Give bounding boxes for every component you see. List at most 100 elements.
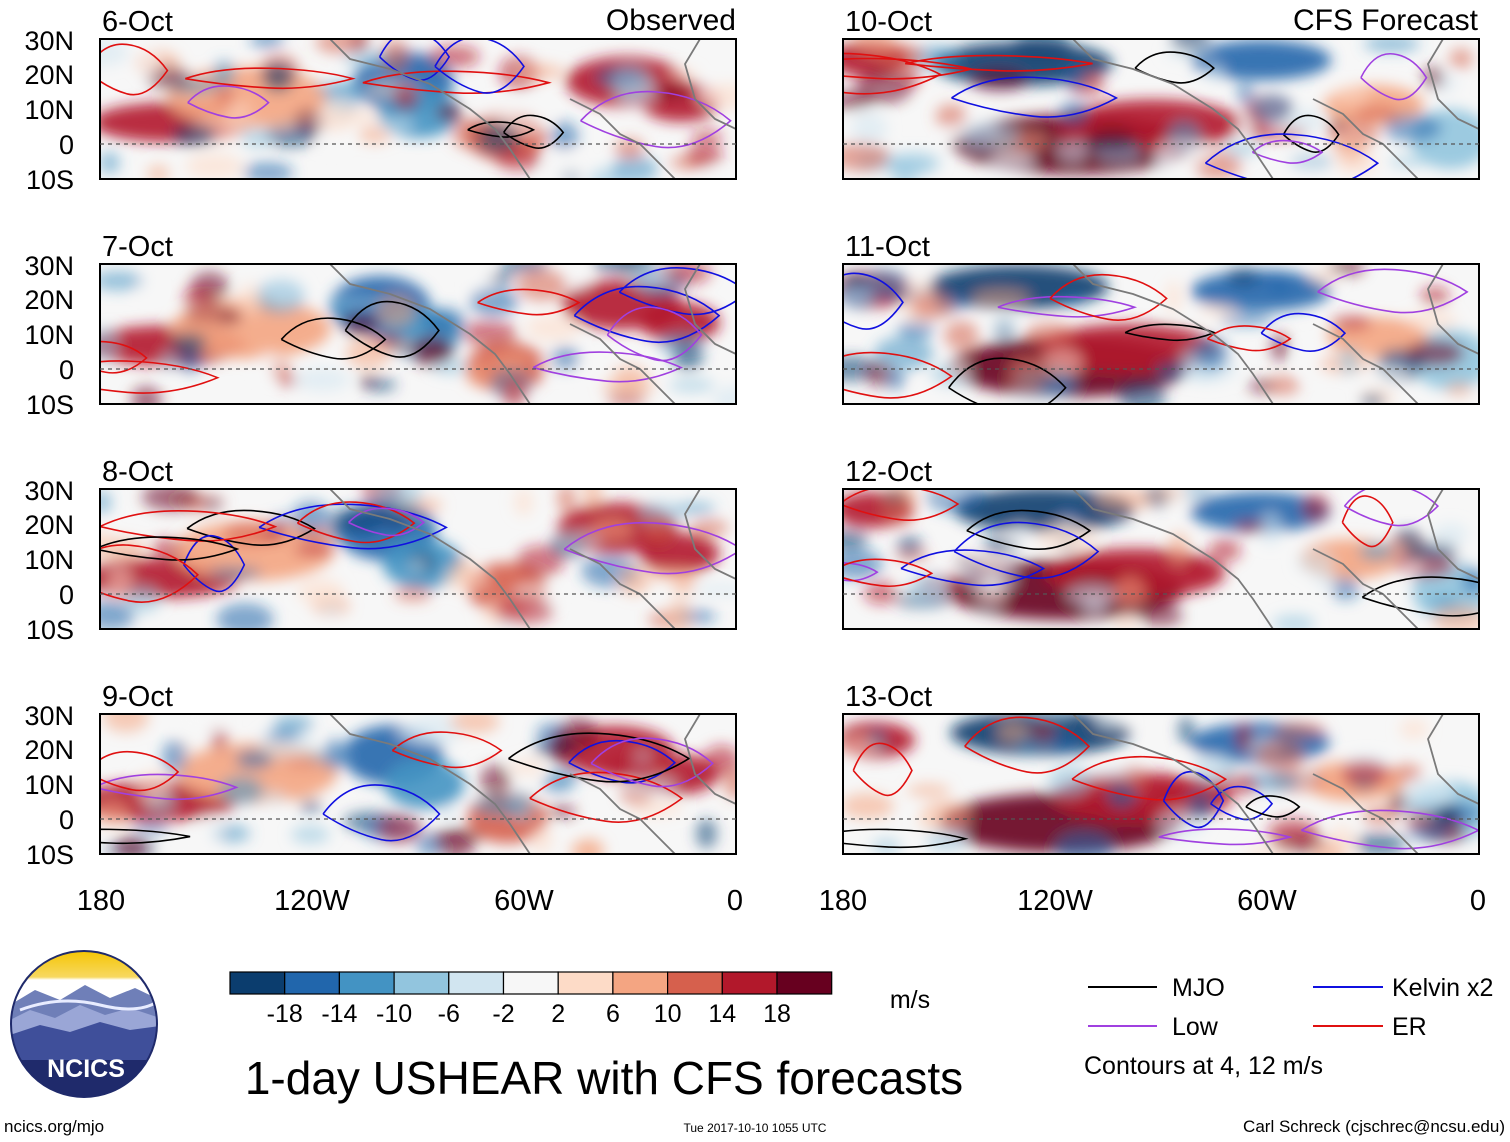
figure-title: 1-day USHEAR with CFS forecasts	[245, 1052, 963, 1104]
lon-label: 0	[1470, 885, 1486, 917]
colorbar-tick-label: -6	[438, 1000, 460, 1028]
panel-frame	[99, 713, 737, 855]
panel-frame	[842, 263, 1480, 405]
legend-low-label: Low	[1172, 1013, 1219, 1041]
colorbar-swatch	[557, 971, 614, 995]
panel-date: 11-Oct	[845, 231, 930, 263]
lon-label: 60W	[494, 885, 554, 917]
colorbar-swatch	[612, 971, 669, 995]
colorbar-tick-label: -14	[321, 1000, 357, 1028]
panel-9-oct: 9-Oct	[99, 681, 737, 855]
lat-label: 30N	[24, 251, 74, 281]
lat-label: 10N	[24, 545, 74, 575]
colorbar-swatch	[721, 971, 778, 995]
panel-11-oct: 11-Oct	[842, 231, 1480, 405]
legend-note: Contours at 4, 12 m/s	[1084, 1052, 1323, 1080]
colorbar-tick-label: -10	[376, 1000, 412, 1028]
panel-date: 6-Oct	[102, 6, 173, 38]
lat-label: 20N	[24, 60, 74, 90]
panel-frame	[842, 713, 1480, 855]
colorbar-swatch	[393, 971, 450, 995]
colorbar-swatch	[666, 971, 723, 995]
footer-credit: Carl Schreck (cjschrec@ncsu.edu)	[1243, 1117, 1505, 1136]
colorbar-tick-label: -2	[492, 1000, 514, 1028]
shear-field	[100, 714, 736, 854]
logo-text: NCICS	[47, 1055, 125, 1083]
panel-frame	[842, 488, 1480, 630]
lon-label: 0	[727, 885, 743, 917]
panel-frame	[99, 38, 737, 180]
panel-10-oct: 10-Oct	[842, 6, 1480, 180]
colorbar-units: m/s	[890, 986, 930, 1014]
shear-field	[843, 489, 1479, 629]
cfs-forecast-label: CFS Forecast	[1293, 4, 1479, 37]
panel-date: 9-Oct	[102, 681, 173, 713]
colorbar-tick-label: 10	[654, 1000, 682, 1028]
lat-axis-row-3: 30N 20N 10N 0 10S	[24, 476, 74, 645]
panel-12-oct: 12-Oct	[842, 456, 1480, 630]
ncics-logo: NCICS	[10, 950, 158, 1098]
lat-label: 10N	[24, 320, 74, 350]
legend-kelvin-label: Kelvin x2	[1392, 974, 1493, 1002]
panel-8-oct: 8-Oct	[99, 456, 737, 630]
lat-label: 10N	[24, 95, 74, 125]
lon-label: 120W	[274, 885, 350, 917]
colorbar-tick-label: 18	[763, 1000, 791, 1028]
lat-label: 20N	[24, 510, 74, 540]
colorbar-swatch	[502, 971, 559, 995]
panel-13-oct: 13-Oct	[842, 681, 1480, 855]
lon-label: 120W	[1017, 885, 1093, 917]
panel-date: 10-Oct	[845, 6, 932, 38]
lat-label: 20N	[24, 285, 74, 315]
shear-field	[100, 264, 736, 404]
lon-axis-left: 180 120W 60W 0	[77, 885, 743, 917]
colorbar-ticks: -18 -14 -10 -6 -2 2 6 10 14 18	[267, 1000, 791, 1028]
lat-label: 0	[59, 130, 74, 160]
colorbar-swatch	[448, 971, 505, 995]
footer-url: ncics.org/mjo	[4, 1117, 104, 1136]
lat-axis-row-4: 30N 20N 10N 0 10S	[24, 701, 74, 870]
shear-field	[100, 39, 736, 179]
lon-label: 180	[77, 885, 125, 917]
legend-er-label: ER	[1392, 1013, 1427, 1041]
colorbar-tick-label: -18	[267, 1000, 303, 1028]
lat-axis-row-2: 30N 20N 10N 0 10S	[24, 251, 74, 420]
panel-frame	[99, 488, 737, 630]
panel-6-oct: 6-Oct	[99, 6, 737, 180]
lat-label: 30N	[24, 26, 74, 56]
legend-mjo-label: MJO	[1172, 974, 1225, 1002]
colorbar-tick-label: 6	[606, 1000, 620, 1028]
lat-label: 30N	[24, 701, 74, 731]
colorbar-tick-label: 2	[551, 1000, 565, 1028]
panel-date: 8-Oct	[102, 456, 173, 488]
lat-label: 0	[59, 355, 74, 385]
panel-date: 12-Oct	[845, 456, 932, 488]
lat-axis-row-1: 30N 20N 10N 0 10S	[24, 26, 74, 195]
lon-label: 60W	[1237, 885, 1297, 917]
colorbar-tick-label: 14	[708, 1000, 736, 1028]
lat-label: 10S	[26, 615, 74, 645]
lat-label: 20N	[24, 735, 74, 765]
panel-7-oct: 7-Oct	[99, 231, 737, 405]
shear-field	[843, 714, 1479, 854]
panel-date: 13-Oct	[845, 681, 932, 713]
lon-label: 180	[819, 885, 867, 917]
panel-date: 7-Oct	[102, 231, 173, 263]
colorbar-swatch	[229, 971, 286, 995]
colorbar-swatch	[776, 971, 833, 995]
panel-frame	[99, 263, 737, 405]
lat-label: 0	[59, 805, 74, 835]
lat-label: 10S	[26, 840, 74, 870]
colorbar-swatch	[284, 971, 341, 995]
lon-axis-right: 180 120W 60W 0	[819, 885, 1486, 917]
panel-frame	[842, 38, 1480, 180]
colorbar: -18 -14 -10 -6 -2 2 6 10 14 18 m/s	[229, 971, 930, 1028]
lat-label: 10S	[26, 390, 74, 420]
shear-field	[843, 39, 1479, 179]
lat-label: 10S	[26, 165, 74, 195]
colorbar-swatch	[338, 971, 395, 995]
colorbar-boxes	[229, 971, 833, 995]
legend: MJO Kelvin x2 Low ER Contours at 4, 12 m…	[1084, 974, 1493, 1080]
footer-timestamp: Tue 2017-10-10 1055 UTC	[684, 1121, 827, 1135]
